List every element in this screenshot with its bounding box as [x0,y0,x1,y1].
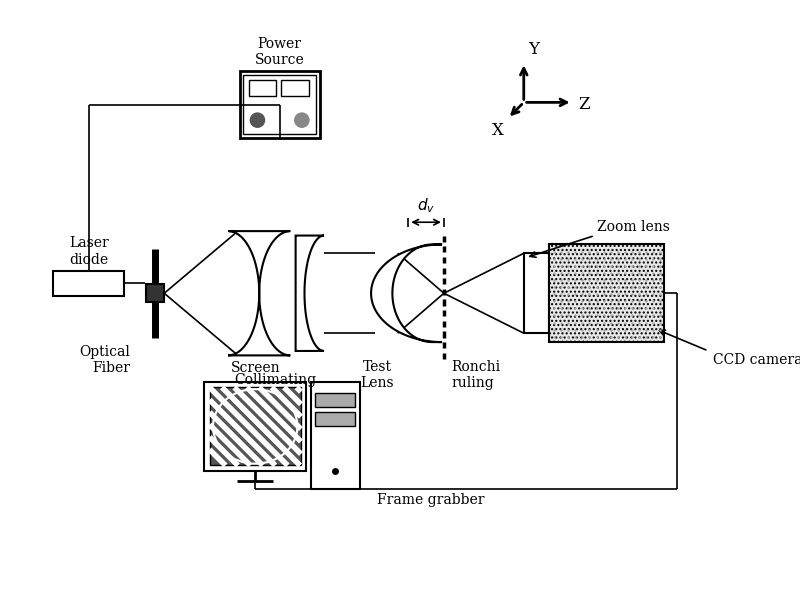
Text: Laser
diode: Laser diode [69,236,109,267]
Text: Z: Z [579,96,590,113]
Text: CCD camera: CCD camera [713,353,800,367]
Text: Ronchi
ruling: Ronchi ruling [451,360,500,390]
Text: $d_v$: $d_v$ [417,197,435,215]
Bar [146,284,164,302]
Polygon shape [228,231,290,356]
Bar [315,393,355,407]
Circle shape [250,113,265,127]
Bar [54,271,124,296]
Text: Collimating
doublet: Collimating doublet [234,373,316,403]
Text: Frame grabber: Frame grabber [378,493,485,507]
Bar [249,80,276,96]
Bar [240,71,319,138]
Text: Optical
Fiber: Optical Fiber [80,345,130,375]
Text: Zoom lens: Zoom lens [597,220,670,234]
Text: Power
Source: Power Source [254,37,305,67]
Text: Y: Y [528,41,539,58]
Polygon shape [371,244,442,342]
Circle shape [294,113,309,127]
Bar [210,387,301,465]
Text: Screen: Screen [230,361,280,375]
Bar [315,412,355,426]
Bar [524,253,549,333]
Bar [243,75,316,135]
Bar [549,244,664,342]
Text: Test
Lens: Test Lens [361,360,394,390]
Bar [310,382,359,488]
Text: X: X [492,122,504,139]
Bar [204,382,306,471]
Polygon shape [296,236,324,351]
Bar [282,80,309,96]
